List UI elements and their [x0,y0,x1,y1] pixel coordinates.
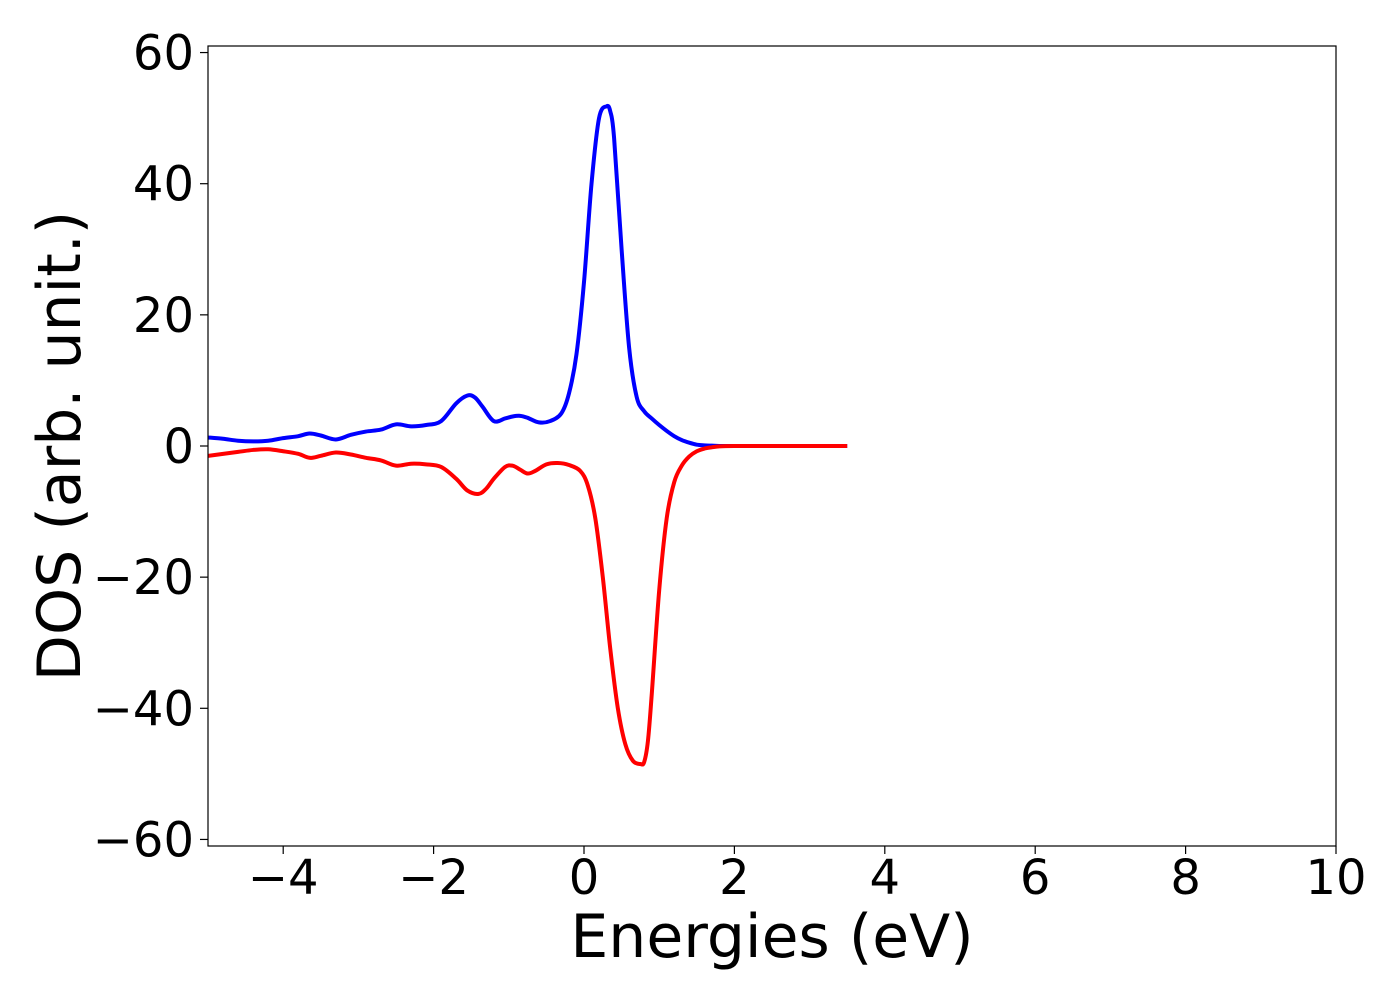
x-tick-label: −2 [398,850,469,906]
y-tick-label: 0 [163,419,194,475]
y-axis: −60 −40 −20 0 20 40 60 [93,26,208,868]
series-line-1 [208,103,848,449]
y-tick-label: −20 [93,550,194,606]
series-layer [208,103,848,767]
x-tick-label: 6 [1020,850,1051,906]
y-tick-label: 20 [133,288,194,344]
series-line-2 [208,443,848,767]
x-tick-label: −4 [248,850,319,906]
x-tick-label: 8 [1170,850,1201,906]
y-tick-label: 40 [133,157,194,213]
x-tick-label: 2 [719,850,750,906]
x-tick-label: 10 [1305,850,1366,906]
x-axis-title: Energies (eV) [570,902,973,972]
x-tick-label: 0 [569,850,600,906]
y-tick-label: −60 [93,812,194,868]
y-tick-label: −40 [93,681,194,737]
y-tick-label: 60 [133,26,194,82]
y-axis-title: DOS (arb. unit.) [25,211,95,681]
x-tick-label: 4 [870,850,901,906]
x-axis: −4 −2 0 2 4 6 8 10 [248,846,1367,906]
